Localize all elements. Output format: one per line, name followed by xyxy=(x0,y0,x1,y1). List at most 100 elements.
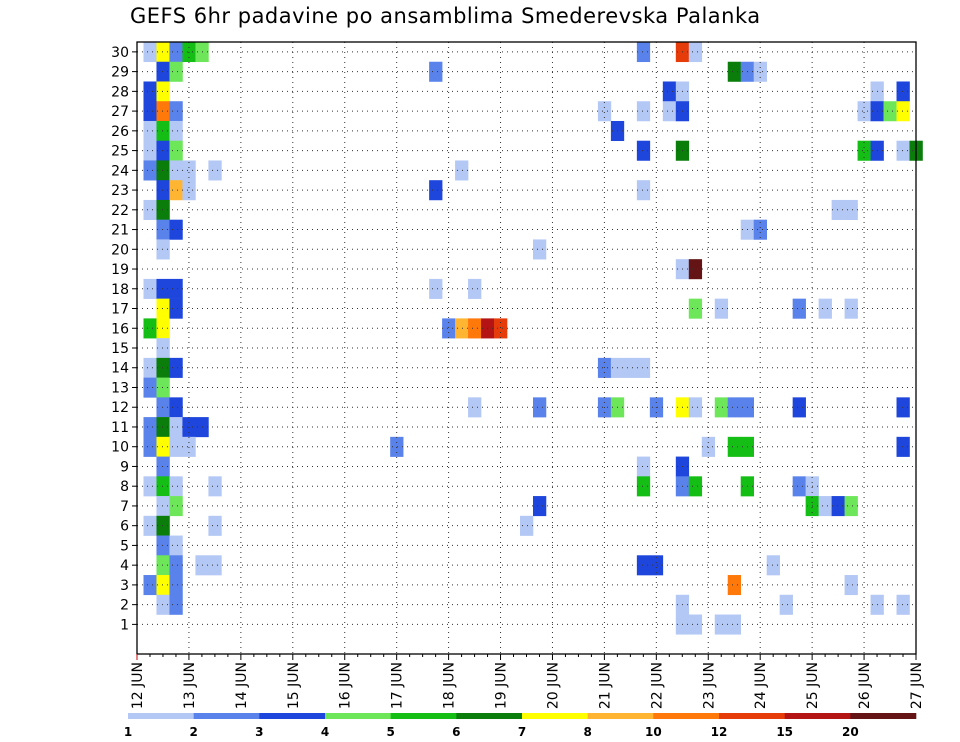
precip-cell xyxy=(831,199,845,220)
precip-cell xyxy=(636,140,651,161)
precip-cell xyxy=(156,278,170,299)
y-tick-label: 18 xyxy=(111,282,129,298)
y-tick-label: 23 xyxy=(111,183,129,199)
y-tick-label: 4 xyxy=(120,558,129,574)
precip-cell xyxy=(649,555,664,576)
colorbar-segment xyxy=(390,713,457,719)
precip-cell xyxy=(156,535,170,556)
precip-cell xyxy=(818,496,832,517)
precip-cell xyxy=(468,318,482,339)
precip-cell xyxy=(169,140,183,161)
precip-cell xyxy=(844,496,858,517)
colorbar-segment xyxy=(653,713,720,719)
precip-cell xyxy=(143,42,157,63)
y-tick-label: 11 xyxy=(111,420,129,436)
precip-cell xyxy=(753,219,767,240)
y-tick-label: 12 xyxy=(111,400,129,416)
precip-cell xyxy=(156,338,170,359)
precip-cell xyxy=(156,120,170,142)
precip-cell xyxy=(182,436,196,457)
x-tick-label: 25 JUN xyxy=(805,662,821,709)
colorbar-segment xyxy=(850,713,917,719)
precip-cell xyxy=(169,575,183,596)
precip-cell xyxy=(156,180,170,201)
y-tick-label: 27 xyxy=(111,104,129,120)
precip-cell xyxy=(169,120,183,142)
precip-cell xyxy=(844,298,858,319)
y-tick-label: 17 xyxy=(111,302,129,318)
precip-cell xyxy=(143,160,157,181)
precip-cell xyxy=(896,397,910,418)
y-tick-label: 28 xyxy=(111,84,129,100)
precip-cell xyxy=(792,397,806,418)
precip-cell xyxy=(429,180,443,201)
precip-cell xyxy=(532,496,547,517)
precip-cell xyxy=(208,476,222,497)
precip-cell xyxy=(636,42,651,63)
colorbar-segment xyxy=(128,713,194,719)
colorbar-label: 12 xyxy=(711,725,728,739)
precip-cell xyxy=(156,42,170,63)
precip-cell xyxy=(520,515,534,536)
precip-cell xyxy=(169,278,183,299)
y-tick-label: 10 xyxy=(111,440,129,456)
precip-cell xyxy=(143,199,157,220)
precip-cell xyxy=(727,436,742,457)
precip-cell xyxy=(455,160,469,181)
precip-cell xyxy=(156,575,170,596)
precip-cell xyxy=(208,160,222,181)
precip-cell xyxy=(143,278,157,299)
precip-cell xyxy=(636,456,651,477)
precip-cell xyxy=(156,199,170,220)
precip-cell xyxy=(442,318,456,339)
y-tick-label: 29 xyxy=(111,65,129,81)
precip-cell xyxy=(766,555,780,576)
precip-cell xyxy=(156,515,170,536)
precip-cell xyxy=(143,436,157,457)
y-tick-label: 9 xyxy=(120,459,129,475)
precip-cell xyxy=(169,535,183,556)
x-tick-label: 19 JUN xyxy=(494,662,510,709)
precip-cell xyxy=(169,397,183,418)
precip-cell xyxy=(818,298,832,319)
precip-cell xyxy=(156,81,170,102)
y-tick-label: 22 xyxy=(111,203,129,219)
precip-cell xyxy=(169,555,183,576)
precip-cell xyxy=(169,42,183,63)
precip-cell xyxy=(714,614,729,635)
precip-cell xyxy=(688,397,703,418)
precip-cell xyxy=(156,239,170,260)
x-tick-label: 18 JUN xyxy=(442,662,458,709)
precip-cell xyxy=(662,81,677,102)
precip-cell xyxy=(169,298,183,319)
precip-cell xyxy=(468,278,482,299)
x-tick-label: 16 JUN xyxy=(338,662,354,709)
colorbar-label: 5 xyxy=(386,725,394,739)
precip-cell xyxy=(156,417,170,438)
precip-cell xyxy=(208,555,222,576)
precip-cell xyxy=(169,436,183,457)
precip-cell xyxy=(143,575,157,596)
precip-cell xyxy=(208,515,222,536)
precip-cell xyxy=(532,239,547,260)
x-tick-label: 27 JUN xyxy=(909,662,925,709)
colorbar-label: 8 xyxy=(583,725,591,739)
precip-cell xyxy=(156,101,170,122)
x-tick-label: 22 JUN xyxy=(649,662,665,709)
precip-cell xyxy=(701,436,716,457)
precip-cell xyxy=(429,278,443,299)
precip-cell xyxy=(623,357,638,378)
colorbar-label: 1 xyxy=(124,725,132,739)
x-tick-label: 14 JUN xyxy=(234,662,250,709)
colorbar-segment xyxy=(784,713,851,719)
y-tick-label: 15 xyxy=(111,341,129,357)
y-tick-label: 5 xyxy=(120,538,129,554)
colorbar-segment xyxy=(259,713,326,719)
precip-cell xyxy=(857,140,871,161)
colorbar-label: 7 xyxy=(518,725,526,739)
precip-cell xyxy=(143,417,157,438)
precip-cell xyxy=(156,318,170,339)
precip-cell xyxy=(143,101,157,122)
colorbar-label: 10 xyxy=(645,725,662,739)
precip-cell xyxy=(636,101,651,122)
